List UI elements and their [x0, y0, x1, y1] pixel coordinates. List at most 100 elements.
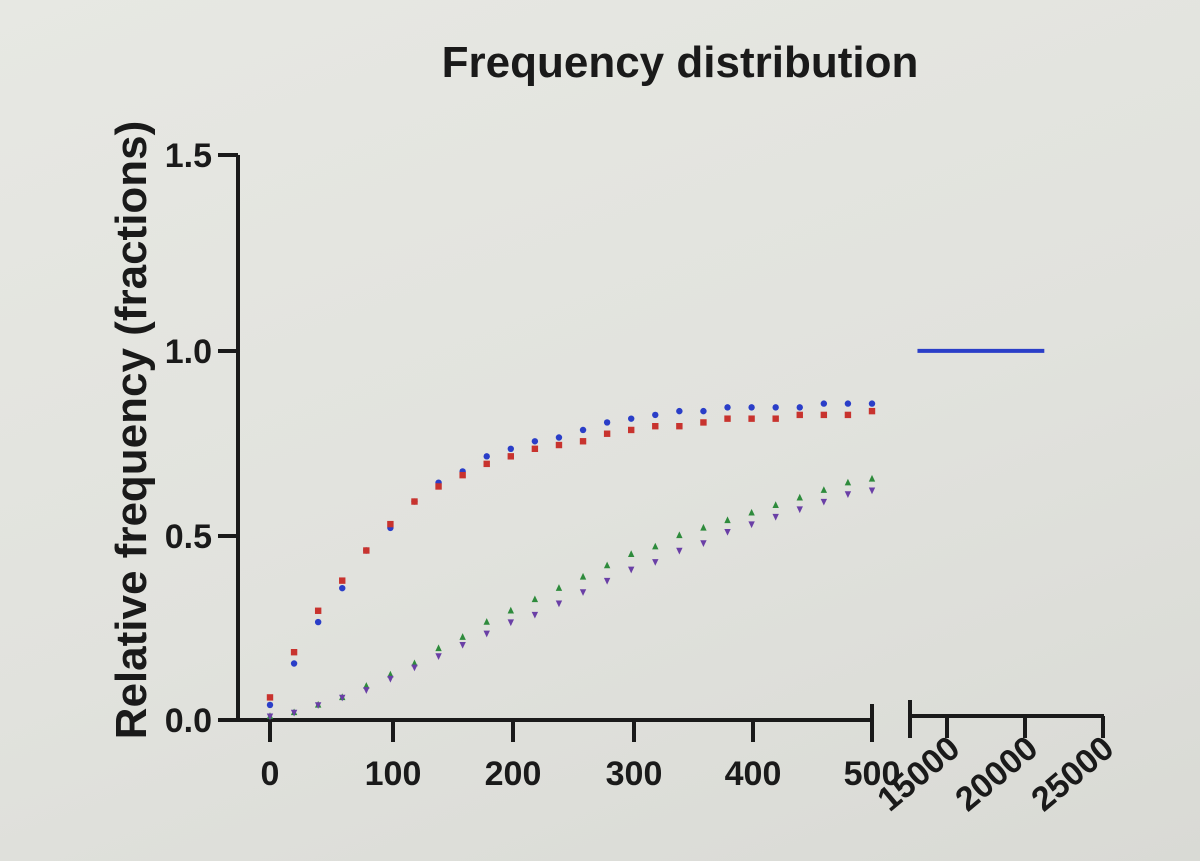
- series-3-point: [483, 618, 490, 625]
- series-2-point: [266, 694, 274, 701]
- series-3-point: [724, 516, 731, 524]
- series-3-point: [363, 682, 370, 689]
- series-3-point: [531, 595, 539, 603]
- series-1-point: [266, 701, 274, 709]
- series-3-point: [579, 572, 587, 580]
- series-4-point: [314, 702, 322, 709]
- series-4-point: [339, 694, 346, 702]
- series-4-point: [868, 487, 876, 495]
- series-2-point: [363, 547, 370, 554]
- series-4-point: [820, 498, 828, 506]
- series-3-point: [844, 478, 852, 486]
- series-1-point: [555, 434, 563, 441]
- series-3-point: [772, 501, 779, 508]
- series-2-point: [387, 520, 394, 528]
- series-1-point: [748, 404, 755, 411]
- x-axis-break-segment: 15000 20000 25000: [870, 700, 1121, 819]
- series-3-point: [868, 474, 876, 482]
- series-4-point: [748, 521, 755, 529]
- series-1-point: [724, 404, 731, 411]
- series-2-point: [724, 415, 731, 422]
- series-1-point: [628, 415, 635, 422]
- x-tick-label: 400: [725, 755, 782, 793]
- series-2-point: [772, 415, 779, 422]
- series-4-point: [628, 566, 635, 574]
- series-3-point: [796, 493, 803, 501]
- series-4-point: [435, 653, 442, 660]
- series-4-point: [796, 506, 803, 514]
- y-tick-label: 0.0: [165, 702, 212, 740]
- series-4-point: [363, 687, 370, 694]
- series-4-point: [387, 675, 394, 683]
- data-points: [266, 348, 1045, 721]
- series-1-point: [868, 400, 876, 407]
- series-3-point: [676, 531, 683, 539]
- series-1-point: [507, 445, 514, 452]
- series-4-point: [676, 547, 683, 555]
- x-tick-label: 25000: [1024, 729, 1121, 819]
- chart-title: Frequency distribution: [442, 38, 919, 87]
- series-2-point: [820, 411, 828, 419]
- series-3-point: [652, 542, 659, 550]
- series-4-point: [844, 491, 852, 498]
- series-4-point: [507, 619, 514, 627]
- series-2-point: [483, 460, 490, 468]
- series-2-point: [507, 453, 514, 460]
- series-3-point: [555, 584, 563, 591]
- series-3-point: [603, 561, 611, 569]
- series-3-point: [435, 644, 442, 652]
- series-4-point: [700, 540, 707, 547]
- series-2-point: [603, 430, 611, 437]
- series-4-point: [724, 528, 731, 536]
- series-1-point: [700, 407, 707, 415]
- series-3-point: [459, 633, 466, 640]
- series-1-point: [772, 404, 779, 411]
- x-tick-label: 100: [365, 755, 422, 793]
- series-2-point: [748, 415, 755, 422]
- series-2-point: [339, 577, 346, 584]
- series-1-point: [531, 438, 539, 445]
- y-tick-label: 1.0: [165, 333, 212, 371]
- series-1-point: [603, 419, 611, 426]
- series-2-point: [411, 498, 418, 505]
- series-3-point: [820, 486, 828, 493]
- series-3-point: [411, 659, 418, 667]
- series-2-point: [555, 441, 563, 449]
- series-2-point: [579, 438, 587, 445]
- series-1-point: [579, 426, 587, 434]
- series-1-point: [339, 584, 346, 592]
- x-tick-label: 500: [844, 755, 901, 793]
- series-2-point: [435, 483, 442, 490]
- y-axis: 1.5 1.0 0.5 0.0: [165, 137, 240, 740]
- series-1-point: [290, 660, 298, 667]
- x-axis: 0 100 200 300 400 500: [238, 704, 900, 793]
- series-4-point: [266, 713, 274, 721]
- y-tick-label: 0.5: [165, 518, 212, 556]
- y-tick-label: 1.5: [165, 137, 212, 175]
- series-4-point: [290, 709, 298, 717]
- series-1-point: [652, 411, 659, 419]
- series-3-point: [387, 670, 394, 678]
- series-1-point: [796, 404, 803, 411]
- series-2-point: [628, 426, 635, 434]
- series-4-point: [411, 664, 418, 672]
- series-4-point: [579, 589, 587, 596]
- series-1-point: [844, 400, 852, 407]
- series-4-point: [531, 611, 539, 619]
- series-1-point: [676, 407, 683, 415]
- series-3-point: [628, 550, 635, 557]
- series-2-point: [459, 471, 466, 479]
- series-2-point: [531, 445, 539, 452]
- series-4-point: [483, 630, 490, 638]
- series-1-point: [483, 453, 490, 460]
- series-4-point: [459, 641, 466, 649]
- series-2-point: [796, 411, 803, 419]
- x-tick-label: 300: [606, 755, 663, 793]
- series-1-point: [314, 618, 322, 626]
- series-1-point: [820, 400, 828, 407]
- x-tick-label: 20000: [948, 729, 1045, 819]
- series-2-point: [844, 411, 852, 419]
- series-4-point: [652, 559, 659, 566]
- series-3-point: [507, 606, 514, 614]
- series-2-point: [700, 419, 707, 426]
